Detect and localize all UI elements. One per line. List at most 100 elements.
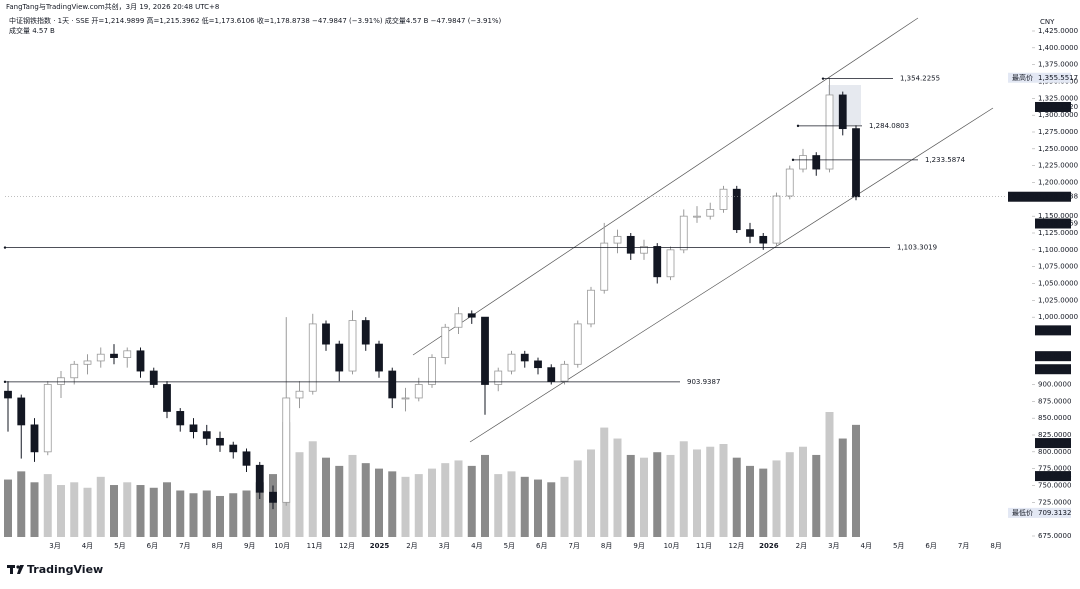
level-label: 1,233.5874 bbox=[925, 156, 966, 164]
y-tick-label: 875.0000 bbox=[1038, 397, 1071, 405]
y-tick-label: 1,300.0000 bbox=[1038, 111, 1078, 119]
volume-bar bbox=[388, 471, 397, 537]
volume-bar bbox=[255, 482, 264, 537]
candle-body bbox=[626, 235, 635, 254]
price-badge bbox=[1035, 438, 1071, 449]
badge-tag: 930606 bbox=[1012, 193, 1039, 201]
level-anchor bbox=[791, 158, 795, 162]
volume-bar bbox=[719, 444, 728, 537]
volume-bar bbox=[123, 482, 132, 537]
volume-bar bbox=[825, 412, 834, 537]
price-badge-label: 1,355.5517 bbox=[1038, 74, 1078, 82]
volume-bar bbox=[428, 468, 436, 537]
y-tick-label: 675.0000 bbox=[1038, 532, 1071, 540]
candle-body bbox=[467, 313, 476, 318]
candle-body bbox=[746, 229, 754, 237]
y-tick-label: 850.0000 bbox=[1038, 414, 1071, 422]
candle-body bbox=[43, 384, 52, 453]
x-tick-label: 2026 bbox=[759, 542, 779, 550]
x-tick-label: 3月 bbox=[49, 542, 60, 550]
x-tick-label: 8月 bbox=[990, 542, 1001, 550]
x-tick-label: 5月 bbox=[504, 542, 515, 550]
volume-bar bbox=[401, 476, 410, 537]
volume-bar bbox=[746, 465, 754, 537]
x-tick-label: 7月 bbox=[568, 542, 579, 550]
volume-bar bbox=[163, 482, 171, 537]
level-anchor bbox=[3, 246, 7, 249]
volume-bar bbox=[560, 476, 569, 537]
y-tick-label: 1,275.0000 bbox=[1038, 128, 1078, 136]
candle-body bbox=[123, 350, 132, 358]
volume-bar bbox=[70, 482, 79, 537]
volume-bar bbox=[361, 463, 370, 537]
volume-bar bbox=[43, 474, 52, 537]
volume-bar bbox=[441, 463, 450, 537]
level-label: 1,103.3019 bbox=[897, 244, 937, 252]
candle-body bbox=[414, 384, 423, 399]
volume-bar bbox=[653, 452, 662, 537]
y-tick-label: 1,200.0000 bbox=[1038, 179, 1078, 187]
volume-bar bbox=[83, 487, 92, 537]
candle-body bbox=[640, 246, 648, 254]
candle-body bbox=[361, 320, 370, 345]
candle-body bbox=[759, 235, 768, 244]
price-badge-label: 1,312.1520 bbox=[1038, 103, 1078, 111]
legend: 中证钢铁指数 · 1天 · SSE 开=1,214.9899 高=1,215.3… bbox=[9, 16, 502, 25]
candle-body bbox=[653, 246, 662, 278]
logo bbox=[7, 565, 24, 574]
candle-body bbox=[216, 437, 224, 446]
candle-body bbox=[83, 360, 92, 365]
y-tick-label: 900.0000 bbox=[1038, 381, 1071, 389]
candle-body bbox=[242, 451, 251, 466]
price-badge bbox=[1035, 101, 1071, 112]
volume-bar bbox=[706, 446, 715, 537]
y-tick-label: 1,325.0000 bbox=[1038, 94, 1078, 102]
x-tick-label: 12月 bbox=[728, 542, 744, 550]
price-badge bbox=[1035, 507, 1071, 518]
price-badge bbox=[1035, 471, 1071, 482]
badge-tag-bg bbox=[1008, 72, 1035, 83]
candle-body bbox=[785, 168, 794, 197]
volume-bar bbox=[136, 485, 145, 537]
volume-bar bbox=[110, 485, 118, 537]
price-badge-label: 1,139.1069 bbox=[1038, 220, 1078, 228]
brand: TradingView bbox=[27, 563, 103, 576]
y-tick-label: 1,125.0000 bbox=[1038, 229, 1078, 237]
candle-body bbox=[295, 390, 304, 399]
volume-bar bbox=[308, 441, 317, 537]
volume-bar bbox=[375, 468, 383, 537]
channel-lower bbox=[469, 107, 994, 443]
candle-body bbox=[507, 353, 516, 372]
candle-body bbox=[481, 316, 489, 385]
x-tick-label: 3月 bbox=[439, 542, 450, 550]
x-tick-label: 4月 bbox=[861, 542, 872, 550]
x-tick-label: 7月 bbox=[958, 542, 969, 550]
y-tick-label: 1,375.0000 bbox=[1038, 61, 1078, 69]
price-badge bbox=[1035, 325, 1071, 336]
volume-bar bbox=[772, 460, 781, 537]
price-badge bbox=[1035, 351, 1071, 362]
x-tick-label: 6月 bbox=[147, 542, 158, 550]
y-tick-label: 1,050.0000 bbox=[1038, 280, 1078, 288]
volume-bar bbox=[4, 479, 12, 537]
volume-bar bbox=[189, 493, 198, 537]
candle-body bbox=[825, 94, 834, 170]
level-label: 1,284.0803 bbox=[869, 122, 909, 130]
y-tick-label: 775.0000 bbox=[1038, 465, 1071, 473]
x-tick-label: 6月 bbox=[925, 542, 936, 550]
y-tick-label: 1,400.0000 bbox=[1038, 44, 1078, 52]
volume-bar bbox=[454, 460, 463, 537]
volume-bar bbox=[507, 471, 516, 537]
candle-body bbox=[269, 491, 277, 503]
x-tick-label: 8月 bbox=[601, 542, 612, 550]
candle-body bbox=[229, 444, 238, 453]
y-tick-label: 1,075.0000 bbox=[1038, 263, 1078, 271]
badge-tag: 最高价 bbox=[1012, 73, 1033, 82]
x-tick-label: 3月 bbox=[828, 542, 839, 550]
volume-bar bbox=[587, 449, 595, 537]
candle-body bbox=[189, 424, 198, 433]
y-tick-label: 750.0000 bbox=[1038, 482, 1071, 490]
price-badge-label: 922.6953 bbox=[1038, 365, 1071, 373]
candle-body bbox=[679, 215, 688, 251]
credit: FangTang与TradingView.com共创，3月 19, 2026 2… bbox=[6, 2, 219, 11]
